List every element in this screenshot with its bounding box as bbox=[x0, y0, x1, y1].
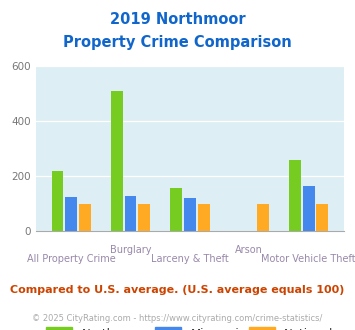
Text: 2019 Northmoor: 2019 Northmoor bbox=[110, 12, 245, 26]
Legend: Northmoor, Missouri, National: Northmoor, Missouri, National bbox=[42, 323, 338, 330]
Bar bbox=[125, 196, 136, 231]
Bar bbox=[111, 91, 123, 231]
Text: Burglary: Burglary bbox=[110, 245, 151, 255]
Bar bbox=[184, 198, 196, 231]
Bar bbox=[257, 204, 269, 231]
Bar bbox=[79, 204, 91, 231]
Bar bbox=[198, 204, 209, 231]
Text: Larceny & Theft: Larceny & Theft bbox=[151, 254, 229, 264]
Bar bbox=[303, 186, 315, 231]
Text: © 2025 CityRating.com - https://www.cityrating.com/crime-statistics/: © 2025 CityRating.com - https://www.city… bbox=[32, 314, 323, 323]
Bar bbox=[65, 197, 77, 231]
Text: Motor Vehicle Theft: Motor Vehicle Theft bbox=[261, 254, 355, 264]
Text: Property Crime Comparison: Property Crime Comparison bbox=[63, 35, 292, 50]
Bar bbox=[51, 171, 64, 231]
Text: Arson: Arson bbox=[235, 245, 263, 255]
Bar bbox=[138, 204, 150, 231]
Bar bbox=[289, 159, 301, 231]
Bar bbox=[170, 188, 182, 231]
Bar bbox=[316, 204, 328, 231]
Text: All Property Crime: All Property Crime bbox=[27, 254, 115, 264]
Text: Compared to U.S. average. (U.S. average equals 100): Compared to U.S. average. (U.S. average … bbox=[10, 285, 345, 295]
